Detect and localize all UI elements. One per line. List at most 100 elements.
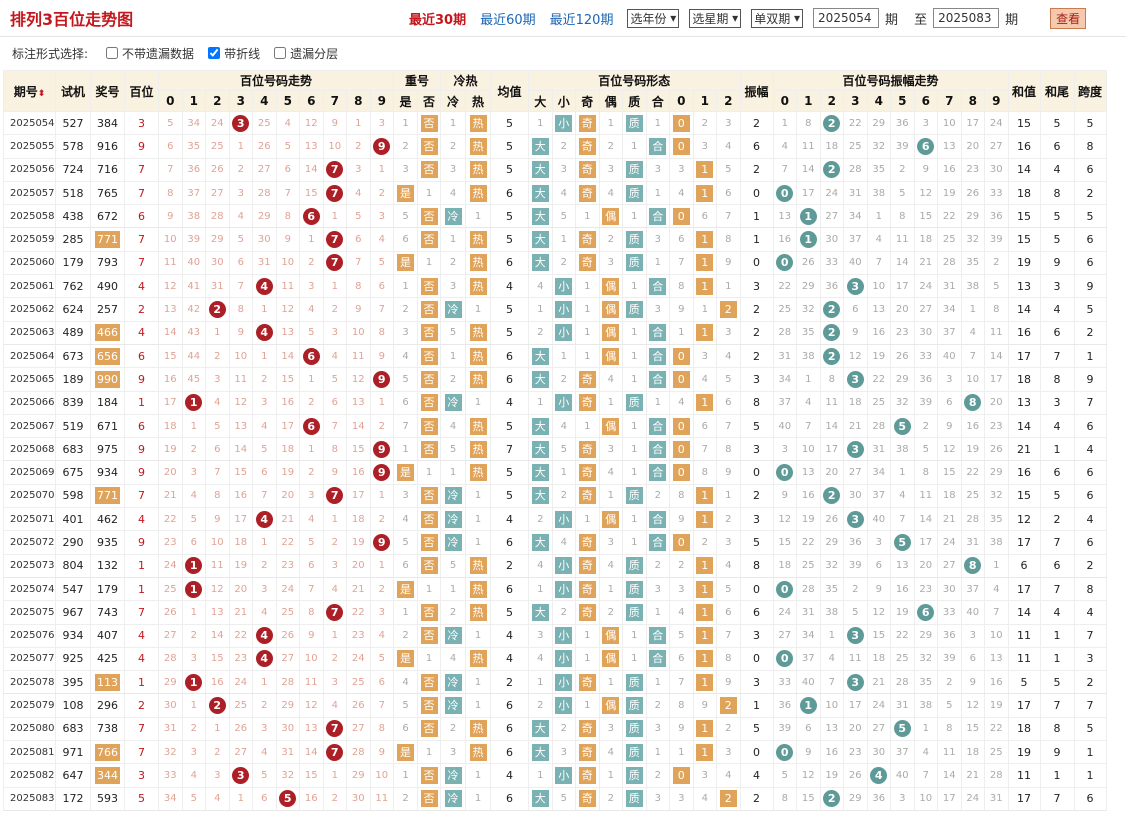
option-line-checkbox[interactable] bbox=[208, 47, 221, 59]
amp-trend-cell: 14 bbox=[937, 763, 962, 788]
amp-trend-cell: 31 bbox=[866, 437, 891, 462]
amp-trend-cell: 38 bbox=[890, 437, 915, 462]
table-row: 2025080 683 738 7 31 2 1 26 3 30 13 7 27 8 6 否 2 热 6 大 2 奇 3 质 3… bbox=[3, 716, 1107, 742]
option-layer[interactable]: 遗漏分层 bbox=[274, 45, 338, 62]
hundreds-cell: 9 bbox=[124, 460, 159, 485]
trend-cell: 6 bbox=[369, 670, 394, 695]
trend-cell: 4 bbox=[299, 507, 324, 532]
amp-trend-cell: 21 bbox=[866, 670, 891, 695]
trend-cell: 1 bbox=[322, 204, 347, 229]
amp-trend-cell: 37 bbox=[890, 740, 915, 765]
mod-cell: 1 bbox=[692, 227, 717, 252]
repeat-no-badge: 否 bbox=[420, 137, 438, 155]
prize-cell: 407 bbox=[90, 623, 125, 648]
issue-cell: 2025083 bbox=[3, 786, 56, 811]
prize-badge: 766 bbox=[95, 743, 120, 761]
test-cell: 179 bbox=[55, 250, 91, 276]
trend-cell: 7 bbox=[322, 483, 347, 509]
trend-cell: 6 bbox=[181, 530, 206, 555]
avg-cell: 5 bbox=[490, 110, 529, 136]
mod-cell: 1 bbox=[716, 274, 741, 299]
big-cell: 2 bbox=[528, 507, 553, 532]
trend-cell: 1 bbox=[322, 507, 347, 532]
amp-trend-cell: 34 bbox=[937, 297, 962, 322]
amp-trend-cell: 24 bbox=[819, 180, 844, 206]
span-cell: 6 bbox=[1073, 460, 1107, 485]
prize-cell: 179 bbox=[90, 576, 125, 602]
amp-ball: 1 bbox=[799, 207, 817, 225]
mod-badge: 1 bbox=[696, 627, 714, 645]
trend-cell: 6 bbox=[369, 274, 394, 299]
trend-cell: 7 bbox=[369, 693, 394, 718]
trend-cell: 29 bbox=[275, 693, 300, 718]
mod-cell: 9 bbox=[716, 460, 741, 485]
table-row: 2025082 647 344 3 33 4 3 3 5 32 15 1 29 10 1 否冷 1 4 1 小奇 1 质 2… bbox=[3, 763, 1107, 788]
avg-cell: 5 bbox=[490, 600, 529, 625]
amp-trend-cell: 4 bbox=[796, 390, 821, 415]
recent-30-link[interactable]: 最近30期 bbox=[409, 12, 467, 28]
to-issue-input[interactable] bbox=[933, 8, 1000, 28]
cold-cell: 3 bbox=[440, 157, 466, 182]
amp-trend-cell: 1 bbox=[796, 204, 821, 229]
mod-cell: 9 bbox=[716, 670, 741, 695]
table-row: 2025062 624 257 2 13 42 2 8 1 12 4 2 9 7 2 否冷 1 5 1 小 1 偶质 3 9 1… bbox=[3, 297, 1107, 322]
recent-120-link[interactable]: 最近120期 bbox=[549, 12, 614, 28]
tail-cell: 7 bbox=[1039, 786, 1075, 811]
even-cell: 1 bbox=[598, 670, 623, 695]
amp-ball: 6 bbox=[917, 137, 935, 155]
trend-cell: 14 bbox=[299, 740, 324, 765]
amp-trend-cell: 25 bbox=[796, 553, 821, 578]
cold-cell: 冷 bbox=[440, 623, 466, 648]
cold-cell: 4 bbox=[440, 413, 466, 439]
option-line[interactable]: 带折线 bbox=[208, 45, 260, 62]
issue-cell: 2025062 bbox=[3, 297, 56, 322]
sum-cell: 17 bbox=[1007, 693, 1041, 718]
odd-badge: 奇 bbox=[578, 580, 596, 598]
week-select[interactable]: 选星期 ▾ bbox=[689, 8, 742, 28]
big-badge: 大 bbox=[531, 790, 549, 808]
amp-trend-cell: 3 bbox=[843, 437, 868, 462]
issue-cell: 2025075 bbox=[3, 600, 56, 625]
amp-ball: 2 bbox=[823, 301, 841, 319]
odd-cell: 奇 bbox=[575, 786, 600, 811]
trend-cell: 4 bbox=[369, 227, 394, 252]
repeat-no-badge: 否 bbox=[420, 487, 438, 505]
sum-cell: 17 bbox=[1007, 786, 1041, 811]
amp-trend-cell: 11 bbox=[819, 390, 844, 415]
amp-trend-cell: 18 bbox=[772, 553, 797, 578]
option-no-miss[interactable]: 不带遗漏数据 bbox=[106, 45, 194, 62]
even-cell: 4 bbox=[598, 180, 623, 206]
hot-cell: 1 bbox=[465, 390, 491, 415]
amp-trend-cell: 3 bbox=[843, 670, 868, 695]
view-button[interactable]: 查看 bbox=[1050, 7, 1087, 29]
recent-60-link[interactable]: 最近60期 bbox=[480, 12, 536, 28]
amp-trend-cell: 2 bbox=[819, 786, 844, 811]
year-select[interactable]: 选年份 ▾ bbox=[627, 8, 680, 28]
from-issue-input[interactable] bbox=[813, 8, 880, 28]
prime-cell: 质 bbox=[622, 576, 647, 602]
big-cell: 1 bbox=[528, 576, 553, 602]
mod-cell: 1 bbox=[692, 320, 717, 345]
amp-trend-cell: 18 bbox=[843, 390, 868, 415]
col-issue[interactable]: 期号⬍ bbox=[3, 70, 56, 112]
odd-even-select[interactable]: 单双期 ▾ bbox=[751, 8, 804, 28]
trend-ball: 3 bbox=[232, 766, 250, 784]
small-cell: 小 bbox=[551, 110, 576, 136]
repeat-no-cell: 否 bbox=[417, 716, 441, 742]
tail-cell: 1 bbox=[1039, 623, 1075, 648]
option-layer-checkbox[interactable] bbox=[274, 47, 287, 59]
span-cell: 8 bbox=[1073, 576, 1107, 602]
amp-trend-cell: 20 bbox=[843, 716, 868, 742]
trend-cell: 6 bbox=[205, 437, 230, 462]
amp-trend-cell: 5 bbox=[890, 716, 915, 742]
option-no-miss-checkbox[interactable] bbox=[106, 47, 119, 59]
prime-badge: 质 bbox=[625, 394, 643, 412]
form-head-5: 合 bbox=[645, 90, 670, 112]
amp-trend-cell: 13 bbox=[796, 460, 821, 485]
even-cell: 1 bbox=[598, 390, 623, 415]
odd-cell: 奇 bbox=[575, 460, 600, 485]
trend-cell: 23 bbox=[158, 530, 183, 555]
trend-cell: 5 bbox=[205, 413, 230, 439]
trend-cell: 1 bbox=[299, 367, 324, 392]
repeat-yes-cell: 3 bbox=[393, 483, 418, 509]
